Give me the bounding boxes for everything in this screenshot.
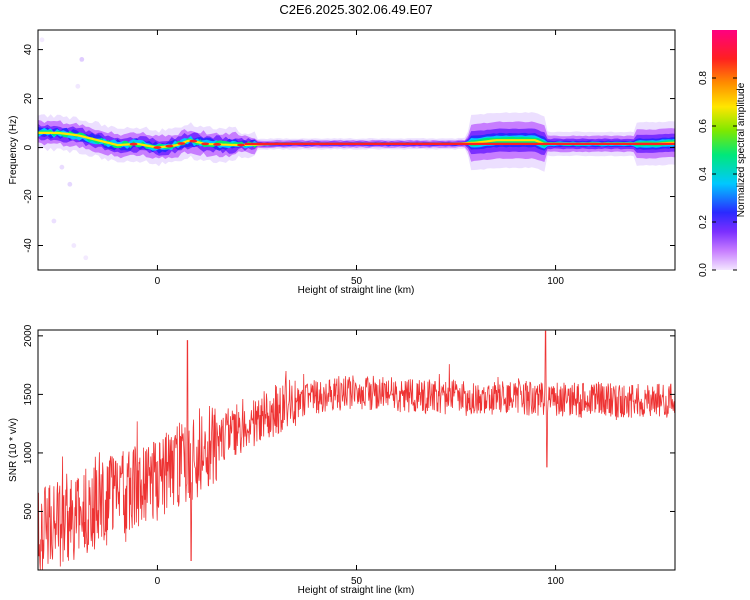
snr-y-tick-label: 2000 xyxy=(23,324,34,347)
snr-panel: 0 50 100 500 1000 1500 2000 Height of straigh… xyxy=(8,324,676,596)
spectrogram-y-tick-label: 0 xyxy=(23,144,34,150)
colorbar-ticks: 0.0 0.2 0.4 0.6 0.8 xyxy=(698,71,737,277)
spectrogram-peak xyxy=(129,142,138,146)
snr-plot-area xyxy=(38,330,675,570)
spectrogram-y-tick-label: 20 xyxy=(23,93,34,105)
spectrogram-envelope-mid xyxy=(38,123,675,156)
spectrogram-peak xyxy=(165,144,174,148)
spectrogram-y-tick-label: 40 xyxy=(23,44,34,56)
snr-x-ticks: 0 50 100 xyxy=(155,330,564,587)
spectrogram-noise-speck xyxy=(75,83,81,89)
snr-x-label: Height of straight line (km) xyxy=(298,585,415,596)
snr-x-tick-label: 50 xyxy=(351,576,363,587)
spectrogram-peak xyxy=(237,143,246,147)
colorbar-gradient xyxy=(712,30,737,270)
spectrogram-y-ticks: -40 -20 0 20 40 xyxy=(23,44,675,253)
spectrogram-panel: 0 50 100 -40 -20 0 20 40 Height of straight li… xyxy=(8,29,676,296)
spectrogram-peak xyxy=(189,139,198,143)
colorbar-tick-label: 0.8 xyxy=(698,71,709,85)
spectrogram-x-tick-label: 100 xyxy=(547,276,564,287)
spectrogram-noise-speck xyxy=(71,243,77,248)
spectrogram-peak xyxy=(201,142,210,146)
colorbar-tick-label: 0.4 xyxy=(698,167,709,181)
colorbar-label: Normalized spectral amplitude xyxy=(736,82,747,217)
colorbar-tick-label: 0.6 xyxy=(698,119,709,133)
snr-y-tick-label: 1500 xyxy=(23,383,34,406)
spectrogram-y-tick-label: -20 xyxy=(23,189,34,204)
snr-marks xyxy=(38,330,675,570)
spectrogram-peak xyxy=(177,142,186,145)
snr-x-tick-label: 0 xyxy=(155,576,161,587)
spectrogram-peak xyxy=(213,142,222,146)
snr-series-line xyxy=(38,330,675,570)
colorbar-tick-label: 0.2 xyxy=(698,215,709,229)
snr-x-tick-label: 100 xyxy=(547,576,564,587)
spectrogram-x-tick-label: 0 xyxy=(155,276,161,287)
spectrogram-y-tick-label: -40 xyxy=(23,238,34,253)
colorbar: 0.0 0.2 0.4 0.6 0.8 Normalized spectral ampl… xyxy=(698,30,747,277)
spectrogram-envelope-inner xyxy=(38,126,675,154)
spectrogram-noise-speck xyxy=(79,56,85,62)
chart-title: C2E6.2025.302.06.49.E07 xyxy=(279,2,432,17)
snr-y-tick-label: 1000 xyxy=(23,441,34,464)
spectrogram-peak xyxy=(153,146,162,149)
snr-y-label: SNR (10 * v/v) xyxy=(8,418,19,482)
snr-y-ticks: 500 1000 1500 2000 xyxy=(23,324,675,520)
spectrogram-noise-speck xyxy=(83,255,89,261)
colorbar-tick-label: 0.0 xyxy=(698,263,709,277)
spectrogram-noise-speck xyxy=(51,218,57,224)
spectrogram-x-ticks: 0 50 100 xyxy=(155,30,564,287)
spectrogram-x-label: Height of straight line (km) xyxy=(298,285,415,296)
spectrogram-noise-speck xyxy=(59,164,65,170)
snr-y-tick-label: 500 xyxy=(23,503,34,520)
spectrogram-x-tick-label: 50 xyxy=(351,276,363,287)
spectrogram-band-core xyxy=(38,129,675,150)
spectrogram-noise-speck xyxy=(39,37,45,43)
spectrogram-noise-speck xyxy=(67,181,73,187)
spectrogram-marks xyxy=(38,37,675,261)
spectrogram-y-label: Frequency (Hz) xyxy=(8,116,19,185)
